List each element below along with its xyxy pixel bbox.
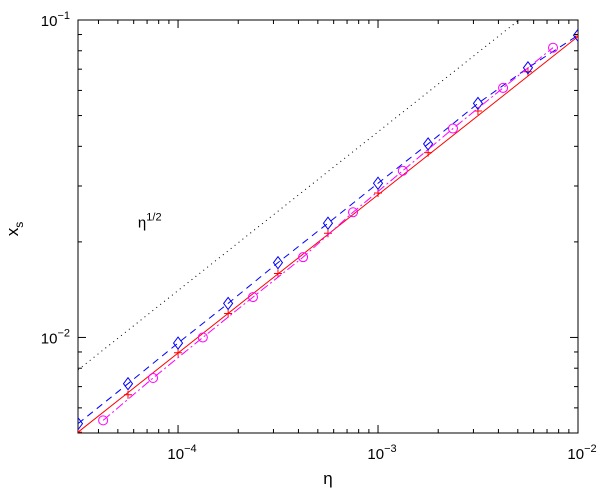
x-tick-label: 10−4 [167, 443, 196, 463]
series-4-point [322, 216, 334, 231]
series-4-line [78, 34, 578, 425]
ticks-layer: 10−4 10−3 10−2 10−2 10−1 [41, 10, 597, 463]
series-4-point [223, 296, 234, 311]
series-4-point [572, 28, 578, 43]
series-5-point [447, 123, 458, 134]
series-3-point [224, 309, 233, 318]
y-axis-label: xs [3, 222, 26, 237]
series-5-point [247, 292, 258, 303]
y-tick-label: 10−2 [41, 327, 70, 347]
series-5 [98, 42, 559, 426]
series-3-point [124, 390, 133, 399]
series-3 [78, 32, 578, 433]
series-5-point [98, 415, 109, 426]
series-3-point [323, 229, 332, 238]
series-3-point [174, 348, 183, 357]
series-4-point [472, 96, 484, 111]
series-3-point [374, 189, 383, 198]
series-4 [78, 28, 578, 431]
y-axis-label-subscript: s [12, 222, 26, 228]
series-3-point [78, 428, 82, 433]
series-5-point [397, 165, 408, 176]
series-5-line [102, 47, 554, 421]
annotation-base: η [138, 214, 146, 231]
series-5-point [197, 332, 208, 343]
series-4-point [522, 60, 534, 75]
series-4-point [122, 376, 134, 391]
x-axis-label: η [323, 469, 332, 488]
plot-area-frame [77, 19, 579, 434]
series-4-point [272, 255, 284, 270]
series-3-point [273, 269, 282, 278]
series-4-point [422, 137, 434, 151]
eta-half-annotation: η1/2 [138, 211, 162, 231]
series-4-point [172, 336, 184, 350]
x-tick-label: 10−2 [567, 443, 596, 463]
series-3-point [574, 32, 578, 41]
series-4-point [78, 416, 84, 431]
y-axis-label-main: x [3, 227, 22, 236]
series-5-point [298, 252, 309, 263]
series-5-point [548, 42, 559, 53]
series-layer [78, 20, 578, 433]
series-4-point [372, 176, 384, 191]
series-5-point [148, 373, 159, 384]
series-5-point [348, 207, 359, 218]
annotation-exponent: 1/2 [146, 211, 161, 223]
y-tick-label: 10−1 [41, 10, 70, 30]
x-tick-label: 10−3 [367, 443, 396, 463]
series-5-point [498, 82, 509, 93]
